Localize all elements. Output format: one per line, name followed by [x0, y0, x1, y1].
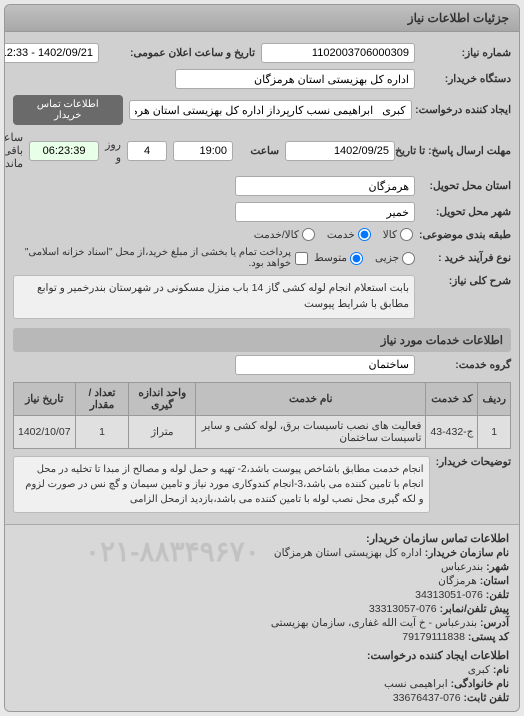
row-buyer: دستگاه خریدار:	[13, 66, 511, 92]
td-unit: متراژ	[129, 415, 196, 448]
th-idx: ردیف	[478, 382, 511, 415]
line-phone: تلفن: 076-34313051	[15, 588, 509, 602]
buyer-label: دستگاه خریدار:	[421, 73, 511, 85]
process-note-checkbox[interactable]	[295, 252, 308, 265]
row-subject-type: طبقه بندی موضوعی: کالا خدمت کالا/خدمت	[13, 225, 511, 244]
row-delivery-city: شهر محل تحویل:	[13, 199, 511, 225]
subject-type-radios: کالا خدمت کالا/خدمت	[254, 228, 413, 241]
process-type-radios: جزیی متوسط	[314, 252, 415, 265]
line-fname: نام: کبری	[15, 663, 509, 677]
row-delivery-province: استان محل تحویل:	[13, 173, 511, 199]
requester-input[interactable]	[129, 100, 412, 120]
deadline-label: مهلت ارسال پاسخ: تا تاریخ:	[401, 145, 511, 157]
deadline-time-input[interactable]	[173, 141, 233, 161]
buyer-notes-text: انجام خدمت مطابق باشاخص پیوست باشد،2- ته…	[13, 456, 430, 513]
time-label-1: ساعت	[239, 145, 279, 157]
th-code: کد خدمت	[426, 382, 478, 415]
services-table: ردیف کد خدمت نام خدمت واحد اندازه گیری ت…	[13, 382, 511, 449]
line-cphone: تلفن ثابت: 076-33676437	[15, 691, 509, 705]
td-date: 1402/10/07	[14, 415, 76, 448]
line-postal: کد پستی: 79179111838	[15, 630, 509, 644]
need-desc-text: بابت استعلام انجام لوله کشی گاز 14 باب م…	[13, 275, 415, 319]
need-number-input[interactable]	[261, 43, 415, 63]
row-need-desc: شرح کلی نیاز: بابت استعلام انجام لوله کش…	[13, 272, 511, 322]
delivery-city-label: شهر محل تحویل:	[421, 206, 511, 218]
buyer-notes-label: توضیحات خریدار:	[436, 456, 511, 468]
radio-goods[interactable]	[400, 228, 413, 241]
contact-header: اطلاعات تماس سازمان خریدار:	[15, 531, 509, 546]
radio-minor-label[interactable]: جزیی	[375, 252, 415, 265]
buyer-contact-button[interactable]: اطلاعات تماس خریدار	[13, 95, 123, 125]
table-row: 1 ج-432-43 فعالیت های نصب تاسیسات برق، ل…	[14, 415, 511, 448]
row-service-group: گروه خدمت:	[13, 352, 511, 378]
line-lname: نام خانوادگی: ابراهیمی نسب	[15, 677, 509, 691]
th-qty: تعداد / مقدار	[75, 382, 129, 415]
deadline-date-input[interactable]	[285, 141, 395, 161]
panel-body: شماره نیاز: تاریخ و ساعت اعلان عمومی: دس…	[5, 32, 519, 524]
days-left-input[interactable]	[127, 141, 167, 161]
radio-medium-label[interactable]: متوسط	[314, 252, 363, 265]
process-note: پرداخت تمام یا بخشی از مبلغ خرید،از محل …	[13, 247, 291, 269]
td-idx: 1	[478, 415, 511, 448]
remain-label: ساعت باقی مانده	[4, 131, 23, 170]
creator-header: اطلاعات ایجاد کننده درخواست:	[15, 648, 509, 663]
td-qty: 1	[75, 415, 129, 448]
radio-goods-service-label[interactable]: کالا/خدمت	[254, 228, 315, 241]
th-date: تاریخ نیاز	[14, 382, 76, 415]
row-need-number: شماره نیاز: تاریخ و ساعت اعلان عمومی:	[13, 40, 511, 66]
radio-service[interactable]	[358, 228, 371, 241]
subject-type-label: طبقه بندی موضوعی:	[419, 229, 511, 241]
radio-minor[interactable]	[402, 252, 415, 265]
line-city: شهر: بندرعباس	[15, 560, 509, 574]
line-fax: پیش تلفن/نمابر: 076-33313057	[15, 602, 509, 616]
radio-service-label[interactable]: خدمت	[327, 228, 371, 241]
need-details-panel: جزئیات اطلاعات نیاز شماره نیاز: تاریخ و …	[4, 4, 520, 712]
radio-goods-label[interactable]: کالا	[383, 228, 413, 241]
remain-time-input[interactable]	[29, 141, 99, 161]
need-number-label: شماره نیاز:	[421, 47, 511, 59]
process-note-checkbox-label[interactable]: پرداخت تمام یا بخشی از مبلغ خرید،از محل …	[13, 247, 308, 269]
td-name: فعالیت های نصب تاسیسات برق، لوله کشی و س…	[196, 415, 426, 448]
group-input[interactable]	[235, 355, 415, 375]
and-label: روز و	[105, 138, 121, 164]
line-address: آدرس: بندرعباس - خ آیت الله غفاری، سازما…	[15, 616, 509, 630]
process-type-label: نوع فرآیند خرید :	[421, 252, 511, 264]
row-deadline: مهلت ارسال پاسخ: تا تاریخ: ساعت روز و سا…	[13, 128, 511, 173]
announce-dt-label: تاریخ و ساعت اعلان عمومی:	[105, 47, 255, 59]
line-org: نام سازمان خریدار: اداره کل بهزیستی استا…	[15, 546, 509, 560]
need-desc-label: شرح کلی نیاز:	[421, 275, 511, 287]
row-process-type: نوع فرآیند خرید : جزیی متوسط پرداخت تمام…	[13, 244, 511, 272]
table-header-row: ردیف کد خدمت نام خدمت واحد اندازه گیری ت…	[14, 382, 511, 415]
row-requester: ایجاد کننده درخواست: اطلاعات تماس خریدار	[13, 92, 511, 128]
buyer-input[interactable]	[175, 69, 415, 89]
panel-title: جزئیات اطلاعات نیاز	[5, 5, 519, 32]
td-code: ج-432-43	[426, 415, 478, 448]
services-header: اطلاعات خدمات مورد نیاز	[13, 328, 511, 352]
delivery-province-label: استان محل تحویل:	[421, 180, 511, 192]
group-label: گروه خدمت:	[421, 359, 511, 371]
delivery-city-input[interactable]	[235, 202, 415, 222]
radio-medium[interactable]	[350, 252, 363, 265]
requester-label: ایجاد کننده درخواست:	[418, 104, 511, 116]
announce-dt-input[interactable]	[4, 43, 99, 63]
row-buyer-notes: توضیحات خریدار: انجام خدمت مطابق باشاخص …	[13, 453, 511, 516]
radio-goods-service[interactable]	[302, 228, 315, 241]
contact-block: ۰۲۱-۸۸۳۴۹۶۷۰ اطلاعات تماس سازمان خریدار:…	[5, 524, 519, 711]
th-name: نام خدمت	[196, 382, 426, 415]
delivery-province-input[interactable]	[235, 176, 415, 196]
th-unit: واحد اندازه گیری	[129, 382, 196, 415]
